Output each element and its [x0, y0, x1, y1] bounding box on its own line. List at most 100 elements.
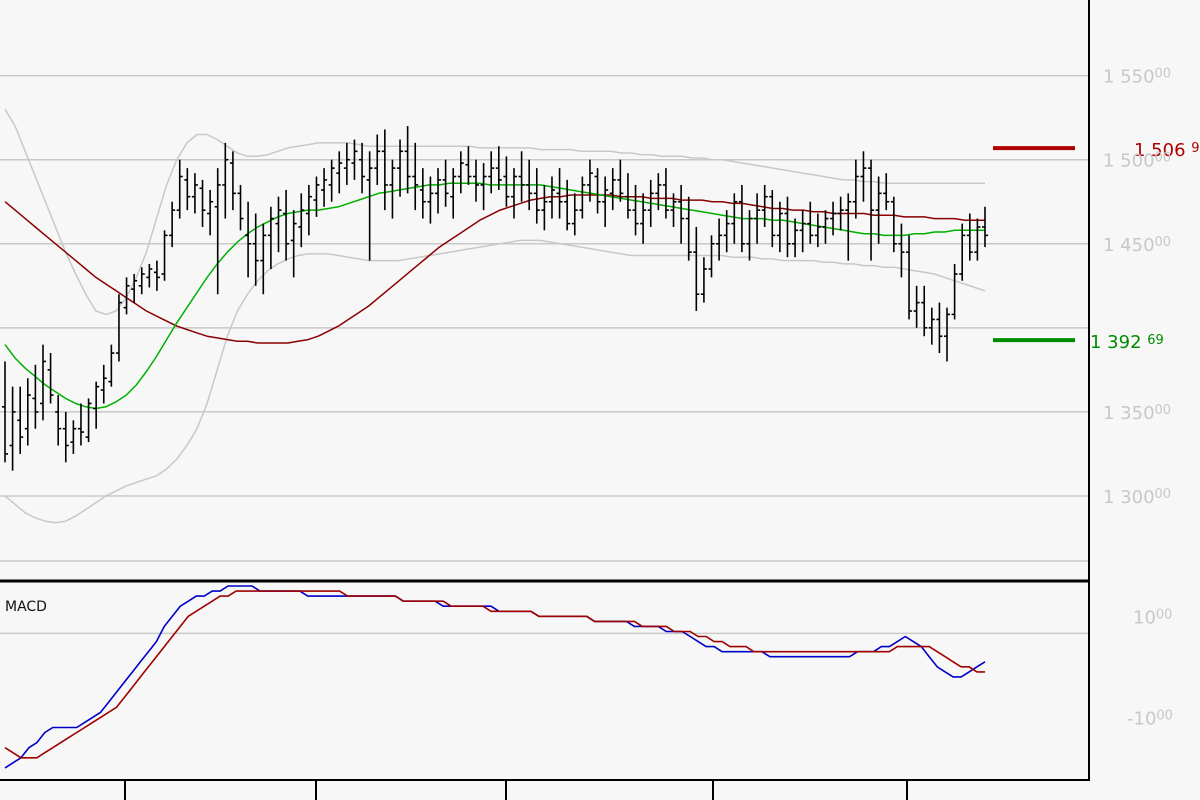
bollinger-upper-line: [4, 108, 985, 316]
ohlc-bar: [131, 274, 138, 303]
ohlc-bar: [510, 168, 517, 219]
ohlc-bar: [374, 134, 381, 185]
ohlc-bar: [769, 189, 776, 248]
ohlc-bar: [784, 196, 791, 258]
ohlc-bar: [586, 159, 593, 202]
ohlc-bar: [852, 159, 859, 219]
macd-tick-label-minor: 00: [1156, 607, 1173, 622]
ohlc-bar: [906, 235, 913, 320]
ohlc-bar: [708, 235, 715, 278]
ohlc-bar: [548, 176, 555, 219]
ohlc-bar: [928, 307, 935, 345]
ohlc-bar: [290, 210, 297, 278]
ohlc-bar: [640, 193, 647, 244]
macd-panel-title: MACD: [5, 599, 47, 615]
level-markers: 1 506 9 1 392 69: [993, 140, 1200, 353]
plot-background: [0, 0, 1088, 780]
ohlc-bar: [275, 196, 282, 253]
ohlc-bar: [579, 176, 586, 219]
ohlc-bar: [93, 381, 100, 429]
ohlc-bar: [397, 139, 404, 197]
ohlc-bar: [974, 218, 981, 261]
macd-tick-label: 1000: [1133, 607, 1172, 628]
ohlc-bar: [564, 179, 571, 231]
macd-tick-label: -1000: [1127, 708, 1173, 729]
ohlc-bar: [153, 260, 160, 291]
ohlc-bar: [845, 193, 852, 261]
ohlc-bar: [222, 142, 229, 219]
price-tick-label: 1 45000: [1103, 235, 1171, 256]
level-marker-label-minor: 69: [1147, 333, 1164, 348]
ohlc-bar: [685, 196, 692, 261]
ohlc-bar: [321, 168, 328, 207]
ohlc-bar: [913, 285, 920, 328]
ohlc-bar: [480, 163, 487, 211]
ohlc-bar: [24, 378, 31, 446]
ohlc-bar: [503, 156, 510, 207]
level-marker-label: 1 506 9: [1134, 140, 1200, 161]
macd-axis-labels: 1000 -1000: [1127, 607, 1173, 729]
ohlc-bar: [875, 176, 882, 244]
ohlc-bar: [191, 173, 198, 214]
ohlc-bar: [389, 159, 396, 219]
price-tick-label-minor: 00: [1155, 151, 1172, 166]
ohlc-bar: [108, 344, 115, 387]
macd-line: [4, 585, 986, 769]
ohlc-bar: [792, 218, 799, 258]
price-axis-labels: 1 30000 1 35000 1 45000 1 50000 1 55000: [1103, 67, 1171, 508]
ohlc-bar: [670, 193, 677, 227]
price-tick-label: 1 50000: [1103, 151, 1171, 172]
price-tick-label-minor: 00: [1155, 67, 1172, 82]
ohlc-bar: [115, 294, 122, 362]
macd-tick-label-minor: 00: [1156, 708, 1173, 723]
ohlc-bar: [799, 210, 806, 253]
bollinger-lower-line: [4, 239, 986, 524]
ohlc-bar: [298, 193, 305, 248]
ohlc-bar: [336, 151, 343, 194]
ohlc-bar: [305, 184, 312, 236]
ohlc-bar: [328, 159, 335, 202]
macd-lines: [4, 585, 986, 769]
ohlc-bar: [169, 201, 176, 248]
ohlc-bar: [944, 307, 951, 362]
ohlc-bar: [214, 168, 221, 295]
ohlc-bar: [123, 277, 130, 315]
ohlc-bar: [199, 179, 206, 227]
ohlc-bar: [283, 189, 290, 261]
price-tick-label: 1 55000: [1103, 67, 1171, 88]
ohlc-bar: [32, 364, 39, 429]
ohlc-bar: [343, 142, 350, 185]
ohlc-bar: [237, 184, 244, 231]
ohlc-bar: [260, 223, 267, 295]
ohlc-bar: [700, 257, 707, 303]
ohlc-bar: [404, 126, 411, 194]
ohlc-bar: [830, 201, 837, 236]
ohlc-bar: [822, 210, 829, 244]
ohlc-bar: [77, 403, 84, 446]
ohlc-bar: [655, 173, 662, 211]
ohlc-bar: [359, 142, 366, 194]
ohlc-bar: [161, 230, 168, 281]
ohlc-bar: [39, 344, 46, 421]
ohlc-bar: [518, 151, 525, 202]
ohlc-bar: [936, 302, 943, 354]
ohlc-bar: [473, 159, 480, 202]
price-tick-label-minor: 00: [1155, 487, 1172, 502]
ohlc-bar: [807, 201, 814, 244]
ohlc-bar: [351, 139, 358, 180]
ohlc-bar: [313, 176, 320, 217]
ohlc-bar: [427, 176, 434, 224]
ohlc-bar: [495, 146, 502, 190]
ohlc-bar: [716, 218, 723, 261]
signal-line: [4, 590, 985, 759]
ohlc-bar: [229, 151, 236, 211]
ohlc-bar: [176, 159, 183, 219]
ohlc-bar: [2, 361, 8, 463]
ohlc-bar: [731, 193, 738, 244]
ohlc-bar: [17, 386, 24, 454]
ohlc-bar: [951, 263, 958, 320]
ohlc-bar: [457, 151, 464, 194]
ohlc-bar: [624, 173, 631, 219]
